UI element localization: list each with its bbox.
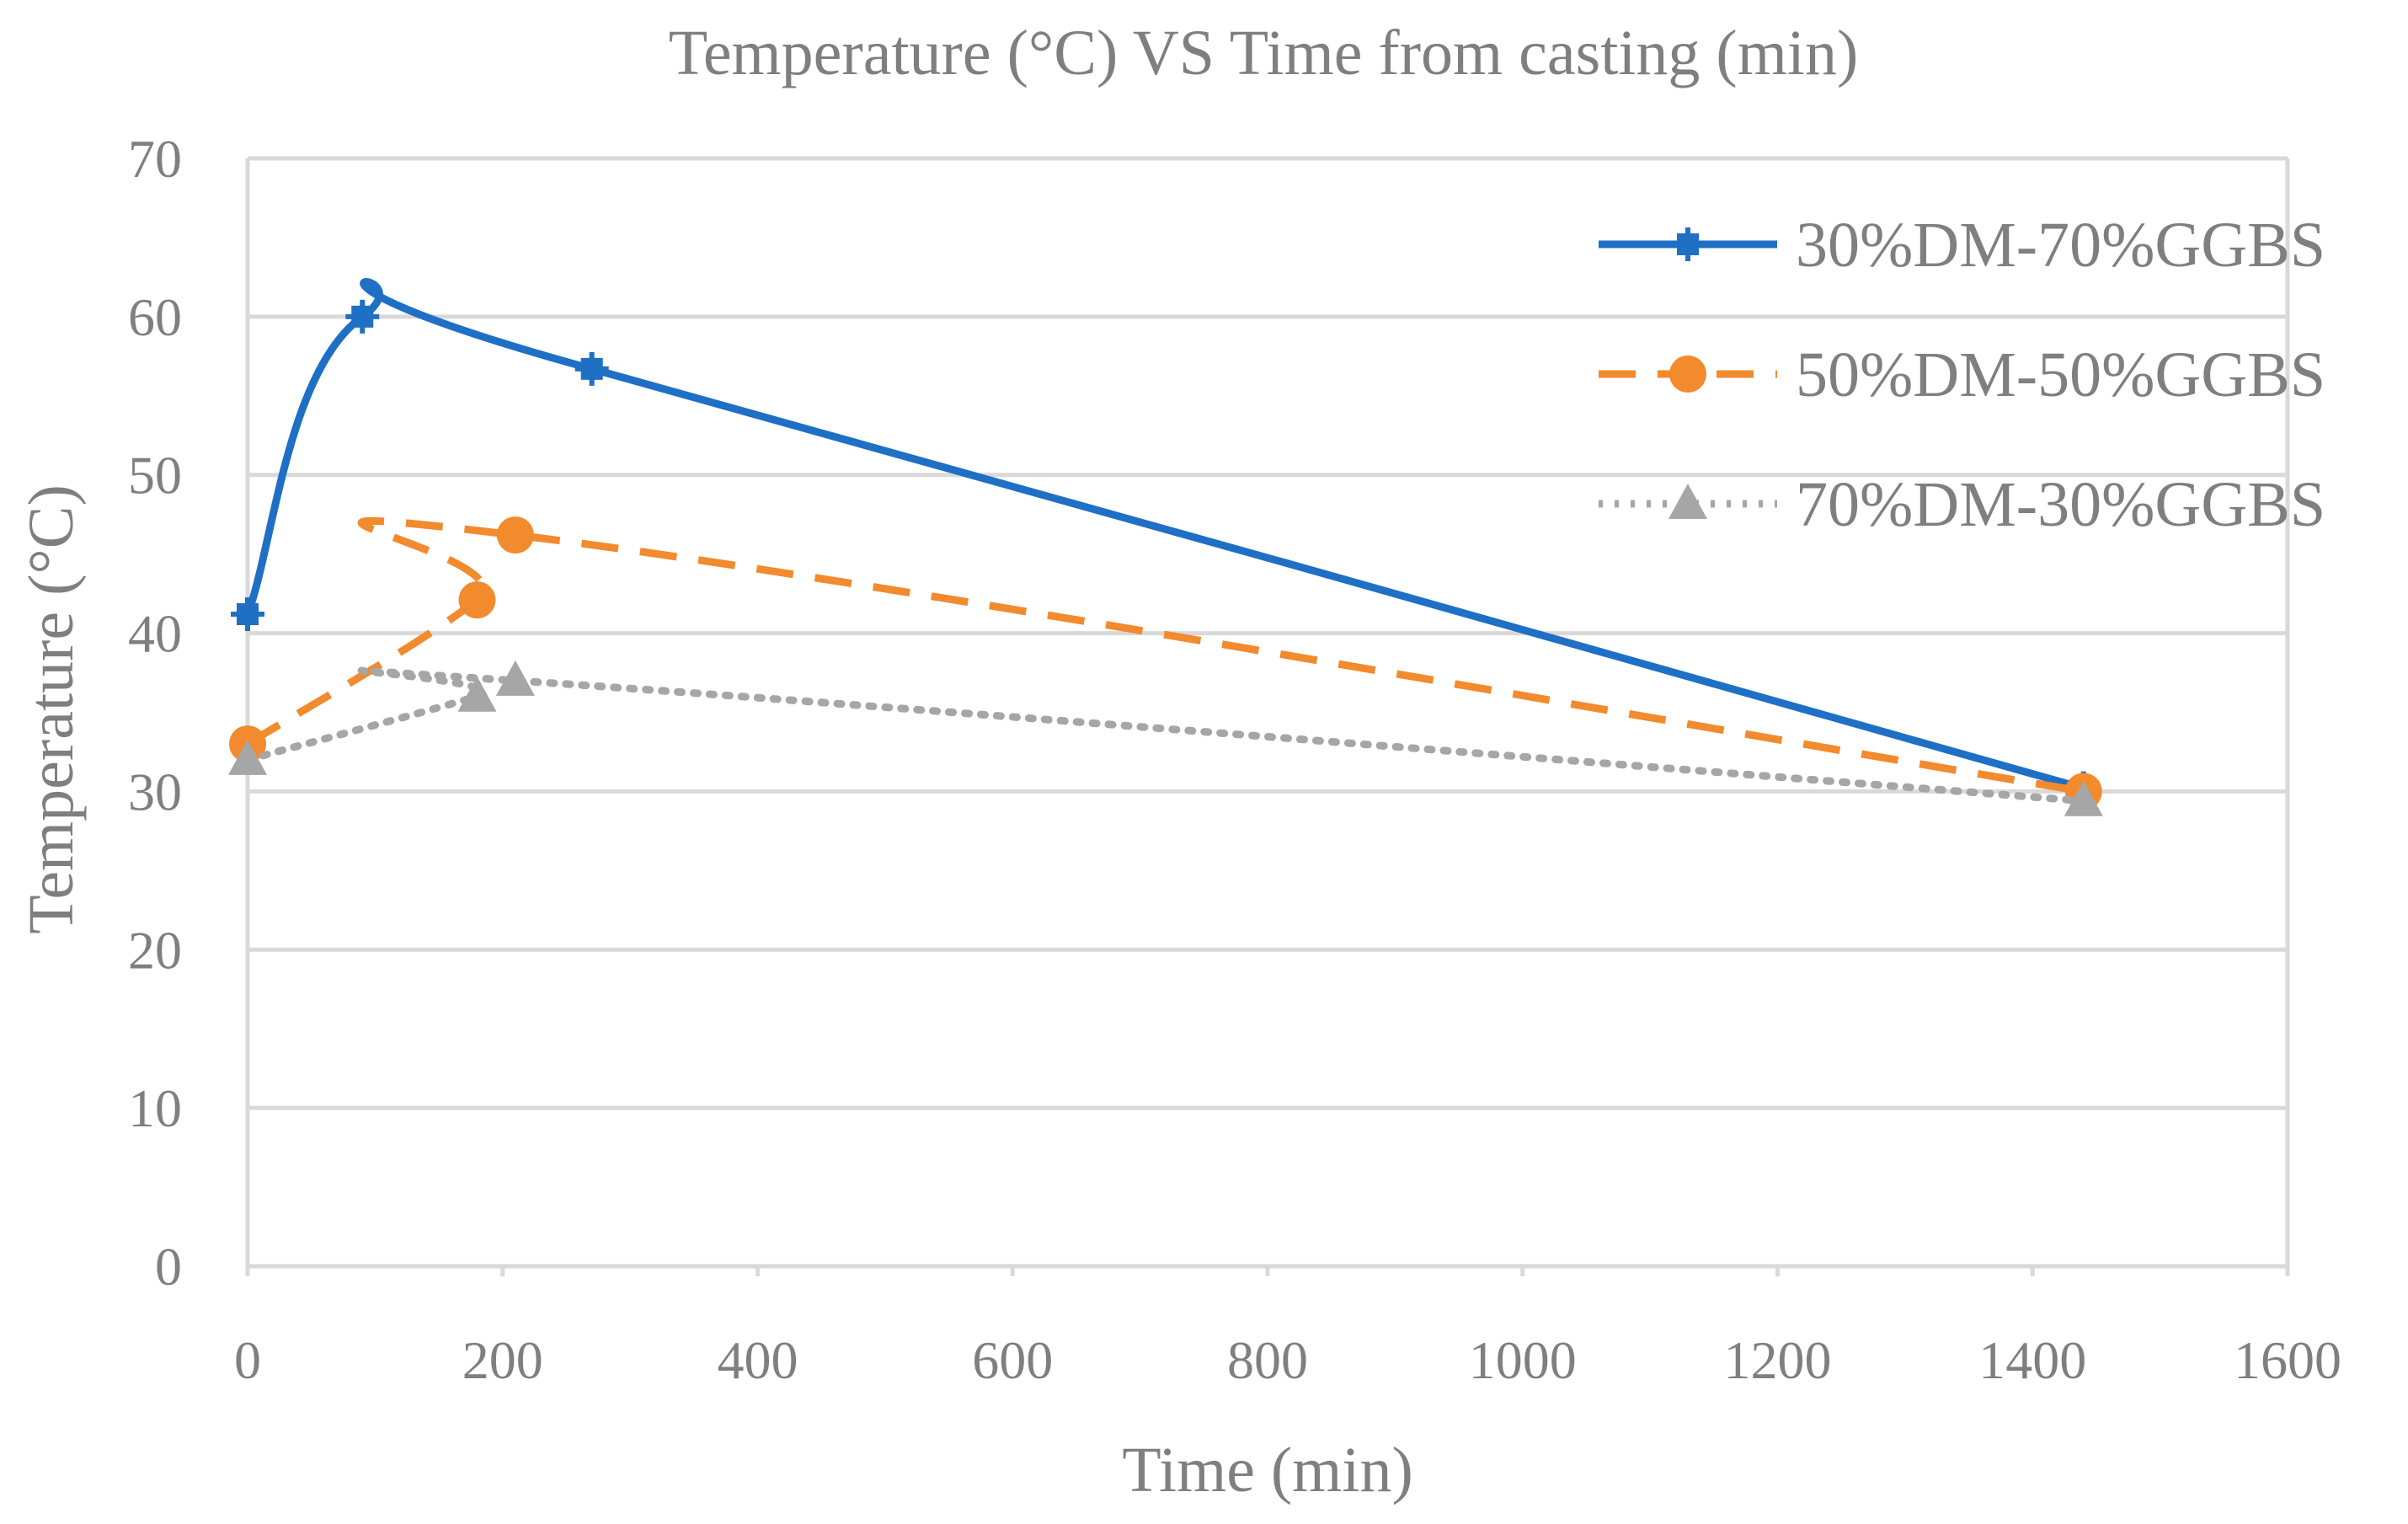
data-point xyxy=(457,676,497,712)
y-tick-label: 60 xyxy=(128,287,182,347)
x-tick-label: 1600 xyxy=(2234,1330,2341,1390)
series-line-3 xyxy=(243,666,2088,805)
x-tick-label: 1400 xyxy=(1978,1330,2086,1390)
y-tick-label: 30 xyxy=(128,762,182,821)
series-lines xyxy=(228,278,2103,816)
tick-labels: 0 10 20 30 40 50 60 70 0 200 400 600 800 1000 1200 1400… xyxy=(128,129,2341,1390)
x-tick-label: 400 xyxy=(718,1330,798,1390)
legend-marker xyxy=(1669,484,1707,519)
data-point xyxy=(458,581,496,619)
x-tick-label: 1000 xyxy=(1469,1330,1577,1390)
x-axis-label: Time (min) xyxy=(1122,1435,1413,1505)
legend-label: 50%DM-50%GGBS xyxy=(1796,340,2325,410)
data-point xyxy=(345,299,380,334)
y-tick-label: 70 xyxy=(128,129,182,189)
data-point xyxy=(496,516,534,554)
series-line-2 xyxy=(245,516,2085,795)
y-tick-label: 0 xyxy=(155,1237,182,1297)
legend-marker xyxy=(1669,356,1706,393)
legend-marker xyxy=(1671,227,1705,261)
grid-lines xyxy=(245,156,2290,1276)
legend-label: 30%DM-70%GGBS xyxy=(1796,210,2325,281)
x-tick-label: 0 xyxy=(234,1330,261,1390)
x-tick-label: 800 xyxy=(1227,1330,1308,1390)
y-tick-label: 20 xyxy=(128,920,182,980)
y-tick-label: 10 xyxy=(128,1078,182,1138)
data-point xyxy=(228,739,267,775)
legend: 30%DM-70%GGBS 50%DM-50%GGBS 70%DM-30%GGBS xyxy=(1599,210,2325,540)
x-tick-label: 1200 xyxy=(1724,1330,1832,1390)
data-point xyxy=(231,597,264,632)
data-point xyxy=(495,660,535,696)
y-axis-label: Temperature (°C) xyxy=(16,484,87,934)
chart-title: Temperature (°C) VS Time from casting (m… xyxy=(669,18,1859,88)
x-tick-label: 200 xyxy=(462,1330,543,1390)
data-point xyxy=(574,351,609,386)
y-tick-label: 50 xyxy=(128,446,182,505)
y-tick-label: 40 xyxy=(128,604,182,664)
data-point xyxy=(2064,780,2103,816)
series-line-1 xyxy=(243,278,2085,793)
legend-label: 70%DM-30%GGBS xyxy=(1796,469,2325,540)
x-tick-label: 600 xyxy=(972,1330,1053,1390)
